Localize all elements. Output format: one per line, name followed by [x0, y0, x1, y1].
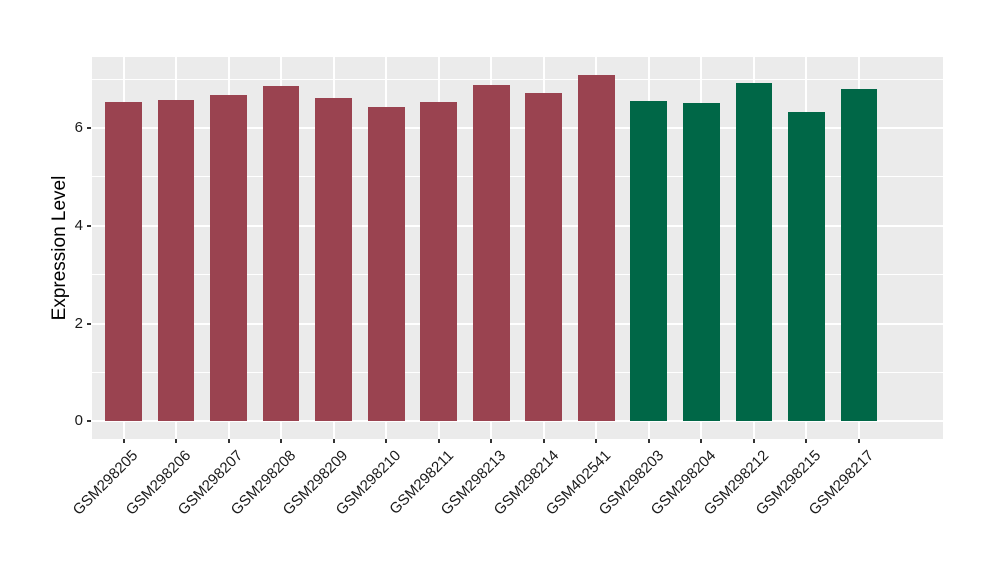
- y-tick-mark: [87, 224, 91, 227]
- bar-GSM298209: [315, 98, 353, 422]
- y-tick-mark: [87, 420, 91, 423]
- y-tick-label: 6: [74, 118, 83, 136]
- bar-GSM298203: [630, 100, 668, 422]
- bar-GSM298204: [682, 102, 720, 422]
- x-tick-mark: [490, 439, 493, 443]
- y-tick-label: 4: [74, 216, 83, 234]
- x-tick-mark: [700, 439, 703, 443]
- y-tick-mark: [87, 126, 91, 129]
- major-gridline: [92, 224, 943, 227]
- plot-panel: [92, 57, 943, 439]
- x-tick-mark: [385, 439, 388, 443]
- minor-gridline: [92, 371, 943, 373]
- x-tick-mark: [752, 439, 755, 443]
- y-tick-label: 2: [74, 314, 83, 332]
- bar-GSM402541: [577, 74, 615, 422]
- bar-GSM298212: [735, 82, 773, 422]
- major-gridline: [92, 126, 943, 129]
- y-tick-label: 0: [74, 412, 83, 430]
- major-gridline: [92, 420, 943, 423]
- bar-GSM298205: [105, 101, 142, 422]
- x-tick-mark: [805, 439, 808, 443]
- x-tick-mark: [175, 439, 178, 443]
- y-tick-mark: [87, 322, 91, 325]
- x-tick-mark: [437, 439, 440, 443]
- y-axis-title: Expression Level: [49, 175, 70, 321]
- bar-GSM298214: [525, 92, 563, 422]
- major-gridline: [92, 322, 943, 325]
- bar-GSM298213: [472, 84, 510, 422]
- x-tick-mark: [280, 439, 283, 443]
- bar-GSM298206: [157, 100, 195, 422]
- bar-GSM298207: [210, 94, 247, 422]
- x-tick-mark: [647, 439, 650, 443]
- x-tick-mark: [542, 439, 545, 443]
- bar-GSM298215: [788, 111, 825, 422]
- bar-GSM298210: [367, 107, 405, 422]
- minor-gridline: [92, 78, 943, 80]
- minor-gridline: [92, 274, 943, 276]
- x-tick-mark: [332, 439, 335, 443]
- x-tick-mark: [857, 439, 860, 443]
- x-tick-mark: [595, 439, 598, 443]
- minor-gridline: [92, 176, 943, 178]
- bar-GSM298211: [420, 101, 458, 422]
- x-tick-mark: [122, 439, 125, 443]
- bar-GSM298208: [262, 86, 300, 422]
- bar-GSM298217: [840, 89, 878, 422]
- x-tick-mark: [227, 439, 230, 443]
